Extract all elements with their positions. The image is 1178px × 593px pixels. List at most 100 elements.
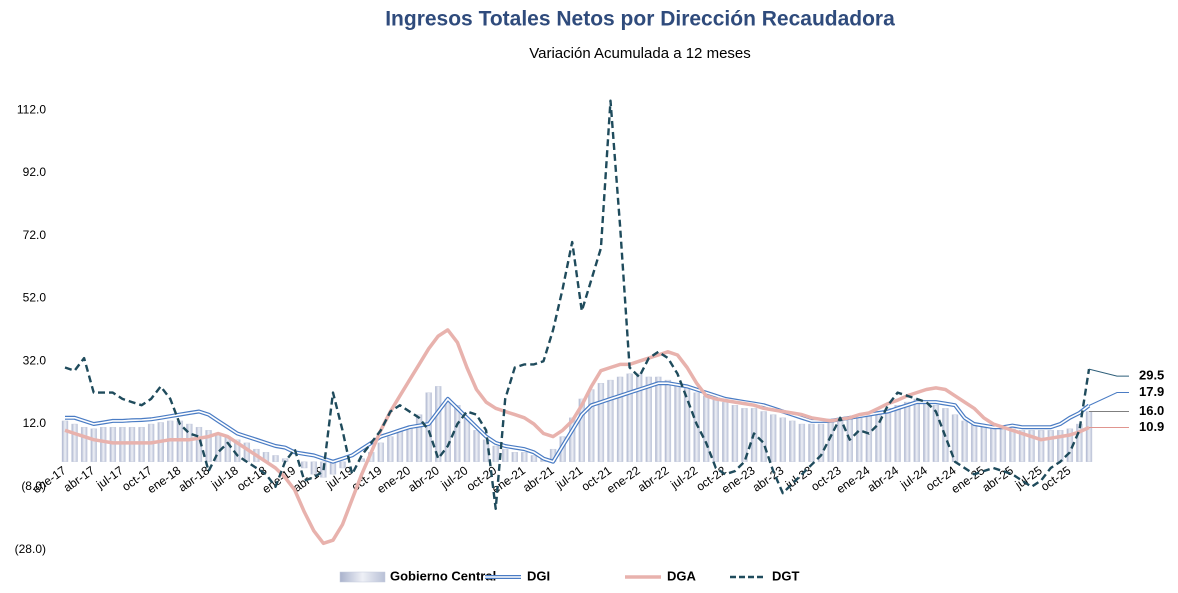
bar	[396, 430, 404, 462]
bar	[626, 373, 633, 462]
y-tick-label: 72.0	[23, 228, 47, 242]
x-tick-label: abr-18	[176, 463, 213, 495]
bar	[71, 423, 78, 462]
bar	[406, 426, 413, 462]
bar	[645, 376, 652, 462]
x-tick-label: abr-21	[520, 463, 557, 495]
bar	[932, 404, 940, 462]
x-tick-label: jul-22	[667, 463, 700, 492]
bar	[444, 398, 451, 462]
dgt-line	[64, 99, 1091, 510]
bar	[903, 401, 911, 462]
bar	[339, 461, 346, 469]
x-tick-label: ene-17	[30, 463, 69, 496]
bar	[884, 408, 892, 462]
bar	[597, 383, 605, 462]
legend-swatch	[339, 571, 386, 583]
bar	[683, 386, 691, 462]
x-tick-label: jul-17	[93, 463, 126, 492]
bar	[760, 411, 767, 462]
bar	[674, 383, 681, 462]
bar	[90, 428, 97, 462]
legend-label: Gobierno Central	[390, 568, 496, 583]
bar	[301, 461, 308, 469]
bar	[779, 417, 786, 462]
bar	[655, 376, 662, 462]
x-tick-label: abr-17	[61, 463, 98, 495]
bar	[722, 401, 729, 462]
bar	[789, 420, 796, 462]
bar	[712, 398, 719, 462]
x-tick-label: jul-24	[897, 463, 930, 492]
bar	[186, 423, 193, 462]
bar	[980, 426, 987, 462]
x-tick-label: ene-25	[949, 463, 988, 496]
y-tick-label: 92.0	[23, 165, 47, 179]
x-tick-label: ene-18	[145, 463, 184, 496]
bar	[990, 426, 997, 462]
y-tick-label: 112.0	[17, 102, 46, 116]
x-tick-label: ene-23	[719, 463, 758, 496]
bar	[827, 420, 834, 462]
bar	[425, 392, 432, 462]
x-tick-label: abr-20	[405, 463, 442, 495]
bar	[961, 420, 968, 462]
bar	[856, 415, 863, 462]
bar	[377, 442, 385, 462]
end-leader	[1088, 368, 1129, 377]
bar	[521, 452, 528, 462]
legend-label: DGI	[527, 568, 550, 583]
end-leader	[1088, 392, 1129, 406]
chart-title: Ingresos Totales Netos por Dirección Rec…	[385, 8, 895, 31]
bar	[894, 404, 901, 462]
bar	[492, 445, 499, 462]
bar	[1028, 430, 1035, 462]
y-tick-label: (8.0)	[21, 479, 46, 493]
bar	[387, 436, 394, 462]
bar	[731, 404, 739, 462]
bar	[272, 455, 279, 462]
bar	[636, 373, 643, 462]
bar	[578, 398, 585, 462]
bar	[80, 426, 88, 462]
y-tick-label: 52.0	[23, 291, 47, 305]
bar	[616, 376, 624, 462]
bar	[1085, 411, 1093, 462]
end-label: 10.9	[1139, 419, 1164, 434]
end-label: 17.9	[1139, 384, 1164, 399]
bar	[923, 401, 930, 462]
x-tick-label: ene-19	[260, 463, 299, 496]
bar	[473, 430, 480, 462]
end-label: 16.0	[1139, 403, 1164, 418]
bar	[502, 448, 509, 462]
bar	[61, 420, 69, 462]
bar	[463, 417, 471, 462]
bar	[836, 419, 844, 462]
bar	[865, 414, 873, 462]
y-tick-label: 12.0	[23, 416, 47, 430]
bar	[1047, 430, 1054, 462]
bar	[1009, 428, 1016, 462]
bar	[224, 436, 231, 462]
bar	[415, 414, 423, 462]
bar	[530, 455, 538, 462]
x-tick-label: ene-21	[489, 463, 528, 496]
x-tick-label: abr-24	[865, 463, 902, 495]
x-tick-label: ene-20	[374, 463, 413, 496]
legend-label: DGT	[772, 568, 800, 583]
bar	[913, 398, 920, 462]
dgi-line-inner	[65, 382, 1090, 463]
bar	[1018, 430, 1026, 462]
y-tick-label: 32.0	[23, 353, 47, 367]
chart-subtitle: Variación Acumulada a 12 meses	[529, 45, 751, 62]
bar	[1037, 430, 1045, 462]
x-tick-label: abr-25	[980, 463, 1017, 495]
bar	[741, 408, 748, 462]
bar	[454, 404, 461, 462]
x-tick-label: abr-22	[635, 463, 672, 495]
bar	[817, 423, 825, 462]
bar	[664, 379, 672, 462]
bar	[511, 452, 518, 462]
